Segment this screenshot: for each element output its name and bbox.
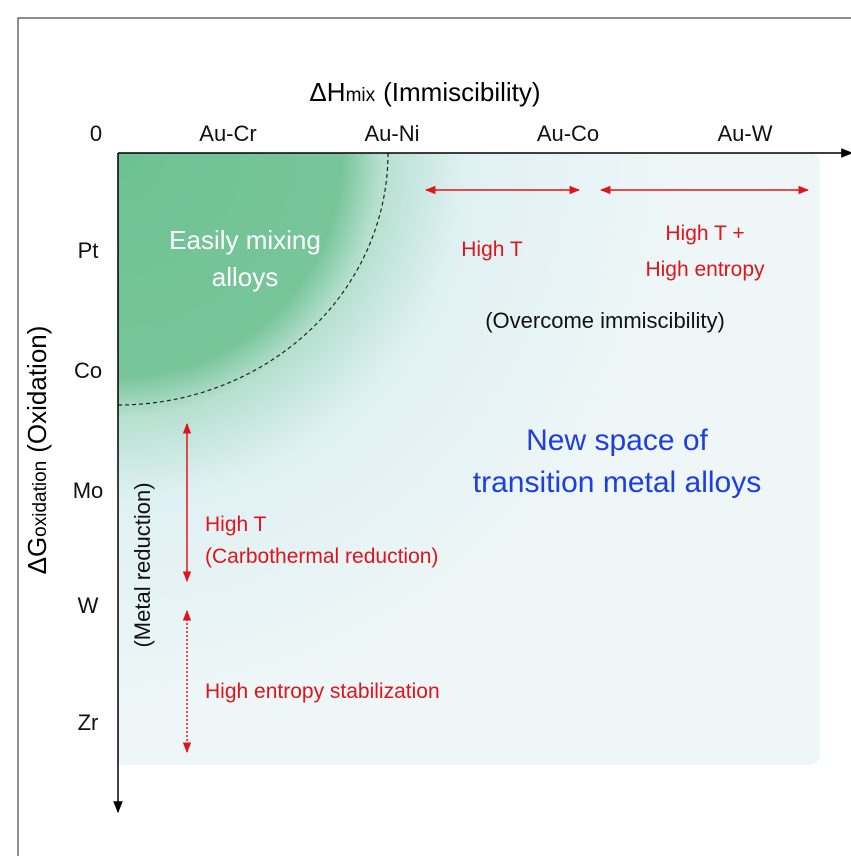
annotation: High entropy stabilization <box>205 680 440 703</box>
x-tick-label: Au-Co <box>537 121 599 146</box>
y-symbol: ΔG <box>22 537 52 575</box>
annotation: High T + <box>665 222 744 245</box>
x-tick-label: Au-Ni <box>364 121 419 146</box>
y-tick-label: Mo <box>73 478 104 503</box>
y-tick-label: Co <box>74 358 102 383</box>
annotation: High T <box>461 238 523 261</box>
y-tick-label: Zr <box>78 710 99 735</box>
y-label: (Oxidation) <box>22 326 52 453</box>
annotation: High entropy <box>645 258 765 281</box>
x-label: (Immiscibility) <box>383 77 540 107</box>
y-axis-title: ΔGoxidation (Oxidation) <box>22 326 52 575</box>
mixing-boundary <box>117 152 389 406</box>
frame <box>17 17 851 861</box>
alloy-space <box>118 153 820 765</box>
region-label: New space of <box>526 424 708 457</box>
region-label: Easily mixing <box>169 225 321 255</box>
y-tick-label: Pt <box>78 238 99 263</box>
y-subscript: oxidation <box>30 461 51 537</box>
x-tick-label: Au-W <box>718 121 773 146</box>
origin-label: 0 <box>90 121 102 146</box>
x-axis-title: ΔHmix (Immiscibility) <box>309 77 540 107</box>
annotation: (Carbothermal reduction) <box>205 545 438 568</box>
x-symbol: ΔH <box>309 77 345 107</box>
annotation: (Overcome immiscibility) <box>485 308 725 333</box>
region-label: alloys <box>212 262 278 292</box>
annotation: (Metal reduction) <box>130 482 155 647</box>
x-tick-label: Au-Cr <box>199 121 256 146</box>
annotation: High T <box>205 513 267 536</box>
region-label: transition metal alloys <box>473 466 761 499</box>
y-tick-label: W <box>78 593 99 618</box>
x-subscript: mix <box>346 85 376 106</box>
